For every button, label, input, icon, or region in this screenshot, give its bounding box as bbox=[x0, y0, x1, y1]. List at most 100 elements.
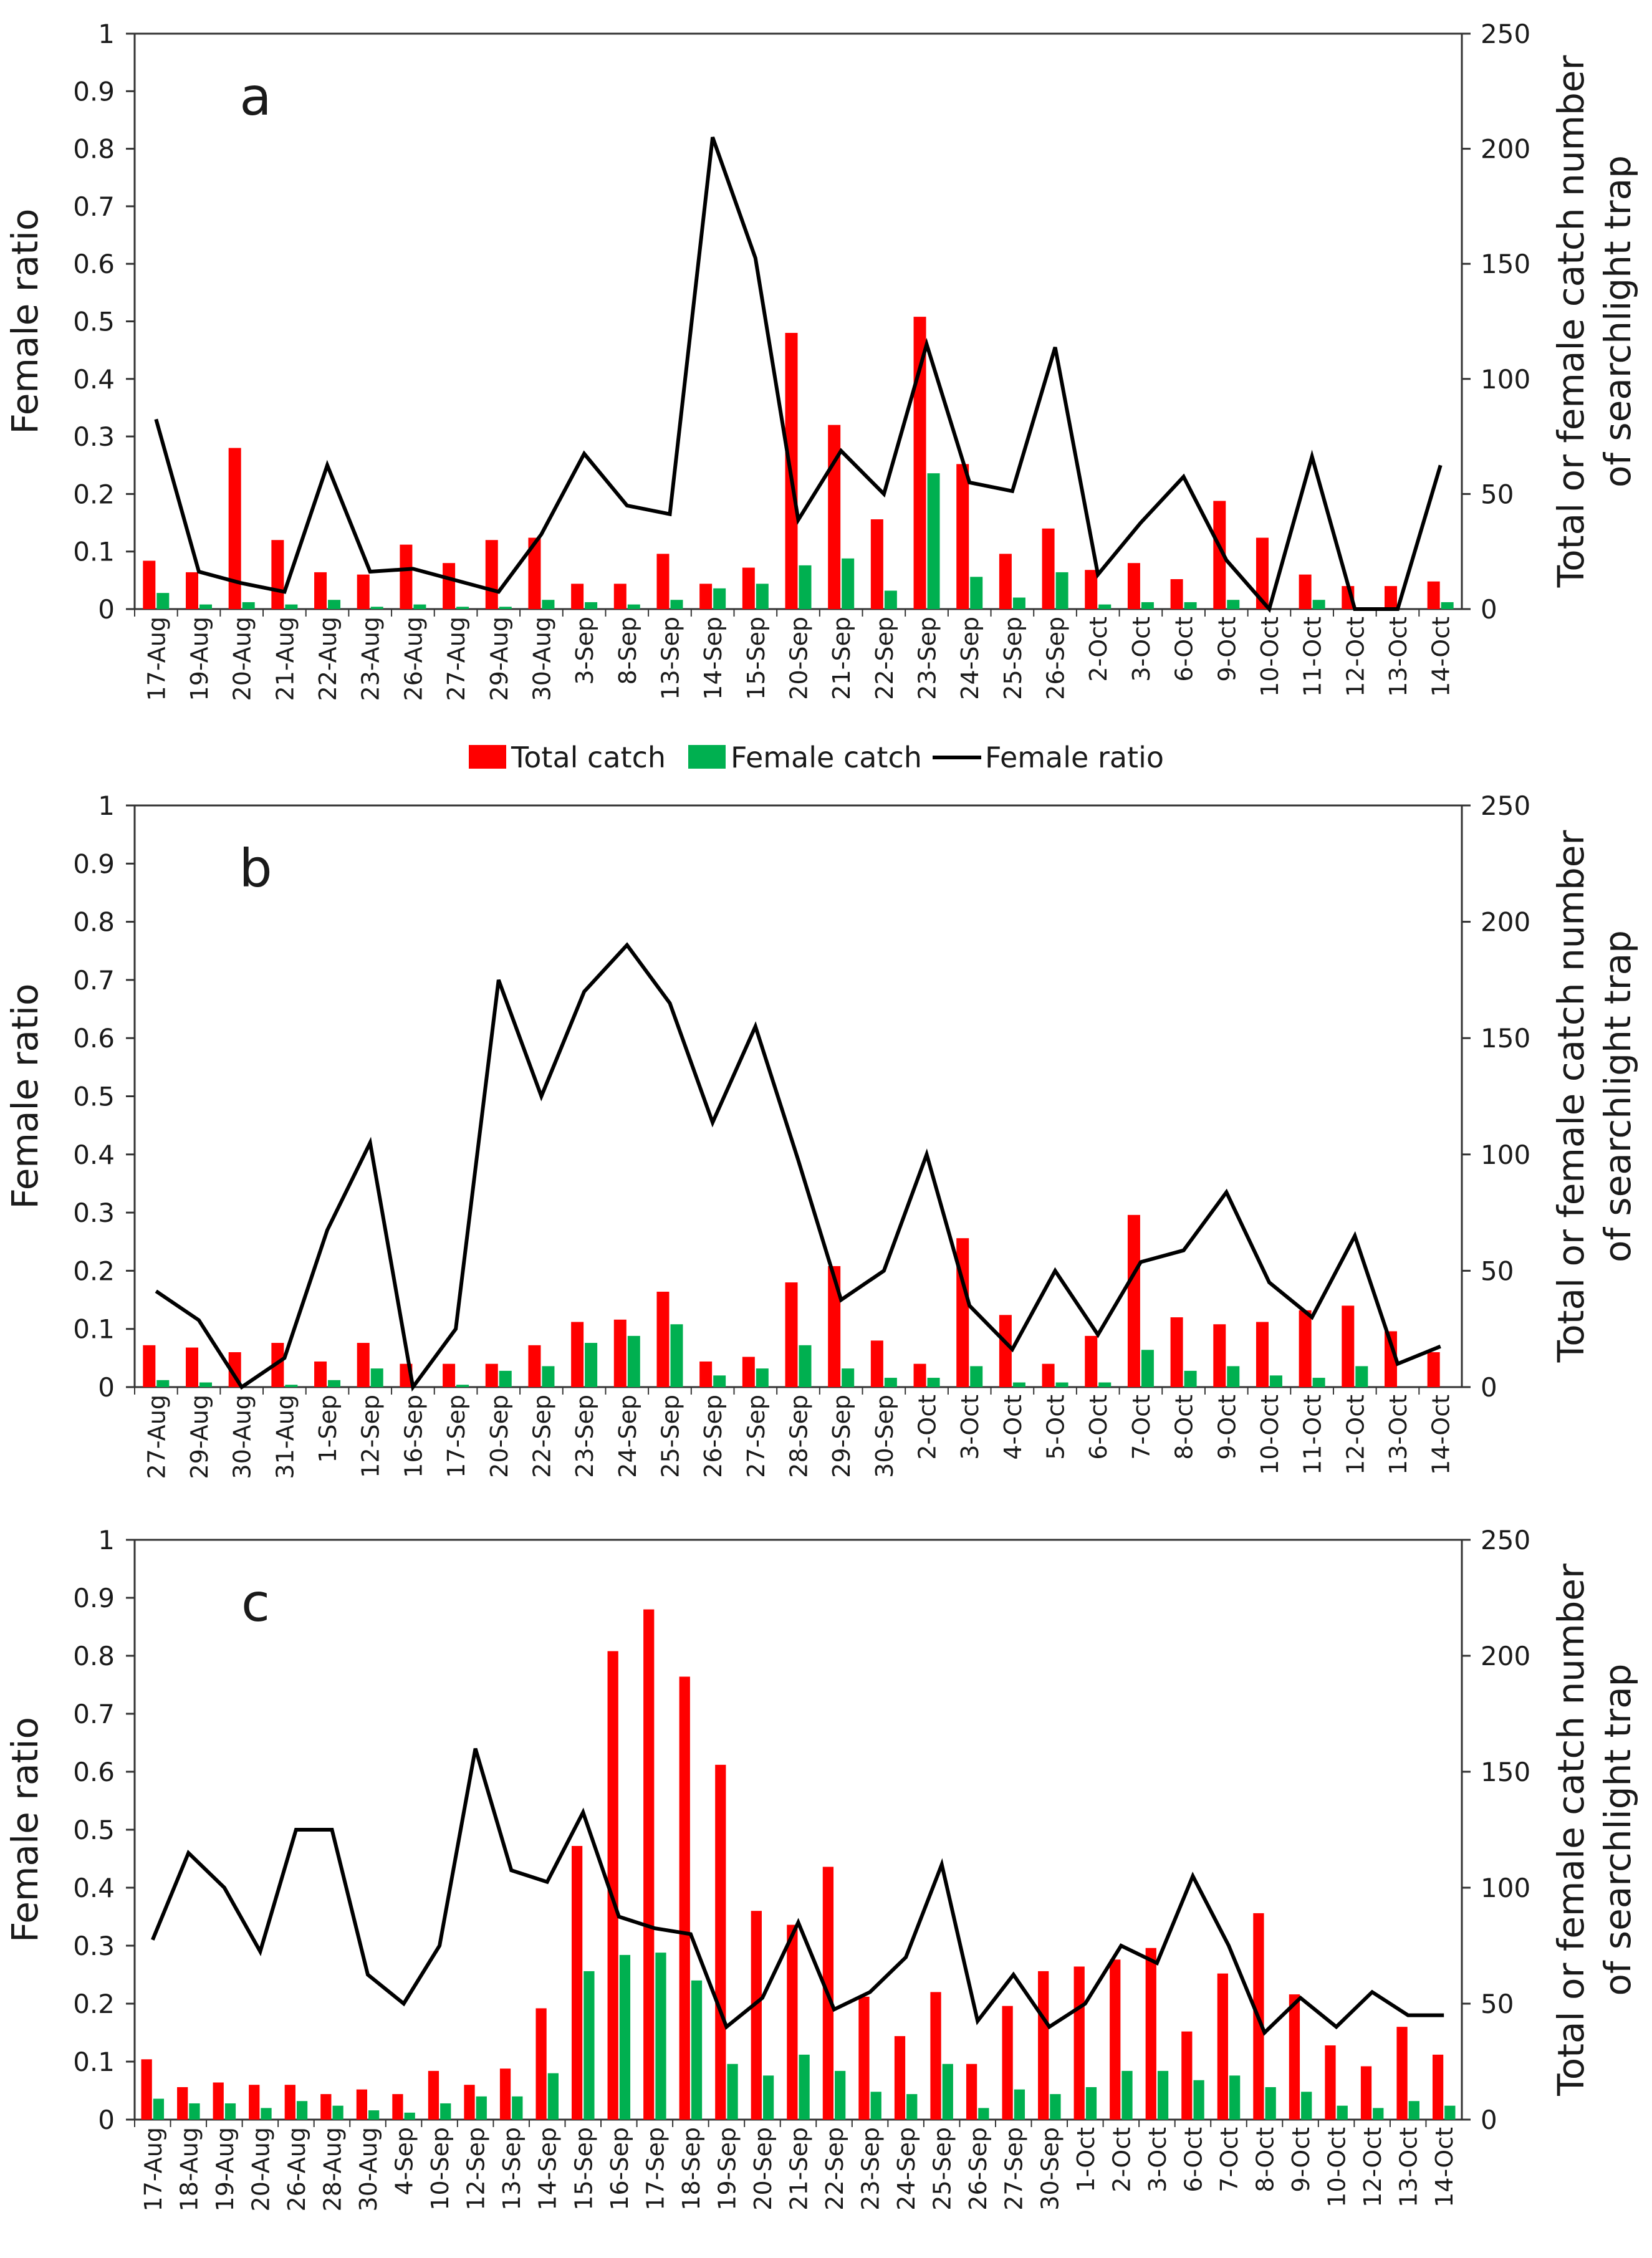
total-catch-bar bbox=[1427, 1352, 1440, 1387]
total-catch-bar bbox=[679, 1676, 690, 2120]
left-tick-label: 0.5 bbox=[73, 1815, 115, 1845]
female-catch-bar bbox=[1193, 2080, 1204, 2120]
female-catch-bar bbox=[585, 602, 598, 609]
category-label: 12-Oct bbox=[1342, 617, 1369, 697]
legend-total-swatch bbox=[469, 745, 506, 769]
female-catch-bar bbox=[1355, 1366, 1368, 1387]
right-tick-label: 0 bbox=[1481, 2105, 1497, 2135]
total-catch-bar bbox=[1427, 581, 1440, 609]
category-label: 14-Sep bbox=[534, 2127, 562, 2211]
category-label: 27-Sep bbox=[1001, 2127, 1028, 2211]
female-catch-bar bbox=[1014, 2089, 1025, 2120]
category-label: 9-Oct bbox=[1213, 617, 1241, 682]
legend-total-label: Total catch bbox=[511, 741, 666, 774]
left-tick-label: 0.2 bbox=[73, 1256, 115, 1286]
category-label: 24-Sep bbox=[956, 617, 984, 700]
female-catch-bar bbox=[884, 590, 897, 609]
female-catch-bar bbox=[1184, 602, 1197, 609]
right-axis-label-line: Total or female catch number bbox=[1550, 55, 1592, 589]
left-tick-label: 0.5 bbox=[73, 1082, 115, 1112]
female-catch-bar bbox=[328, 1380, 341, 1387]
female-catch-bar bbox=[456, 1385, 469, 1387]
female-catch-bar bbox=[1229, 2075, 1241, 2120]
female-catch-bar bbox=[1141, 1350, 1154, 1387]
total-catch-bar bbox=[1325, 2045, 1336, 2120]
female-catch-bar bbox=[1157, 2070, 1169, 2120]
left-tick-label: 0.4 bbox=[73, 1873, 115, 1903]
female-catch-bar bbox=[1085, 2087, 1097, 2120]
left-tick-label: 0.4 bbox=[73, 364, 115, 395]
left-tick-label: 1 bbox=[98, 790, 115, 821]
left-tick-label: 0.4 bbox=[73, 1140, 115, 1170]
left-tick-label: 0.3 bbox=[73, 1198, 115, 1228]
female-catch-bar bbox=[1184, 1370, 1197, 1387]
left-axis-label: Female ratio bbox=[4, 984, 46, 1209]
female-catch-bar bbox=[153, 2098, 165, 2120]
category-label: 23-Sep bbox=[914, 617, 941, 700]
category-label: 21-Sep bbox=[828, 617, 855, 700]
total-catch-bar bbox=[271, 1343, 284, 1387]
category-label: 3-Oct bbox=[956, 1395, 984, 1460]
category-label: 12-Sep bbox=[357, 1395, 385, 1478]
category-label: 16-Sep bbox=[606, 2127, 633, 2211]
category-label: 25-Sep bbox=[929, 2127, 956, 2211]
total-catch-bar bbox=[715, 1764, 726, 2120]
female-catch-bar bbox=[713, 1375, 726, 1387]
legend-ratio-label: Female ratio bbox=[985, 741, 1164, 774]
category-label: 21-Sep bbox=[785, 2127, 813, 2211]
chart-panel-c: 0 0.1 0.2 0.3 0.4 0.5 0.6 0.7 0.8 0.9 1 0 50 100 150 20… bbox=[4, 1525, 1639, 2211]
category-label: 3-Sep bbox=[571, 617, 598, 685]
category-label: 17-Sep bbox=[443, 1395, 470, 1478]
category-label: 6-Oct bbox=[1171, 617, 1198, 682]
total-catch-bar bbox=[320, 2094, 332, 2120]
total-catch-bar bbox=[571, 1846, 583, 2120]
female-catch-bar bbox=[927, 473, 940, 609]
category-label: 11-Oct bbox=[1299, 1395, 1327, 1475]
total-catch-bar bbox=[314, 1361, 327, 1387]
category-label: 26-Aug bbox=[283, 2127, 310, 2211]
female-ratio-line bbox=[154, 137, 1443, 613]
category-label: 2-Oct bbox=[1085, 617, 1112, 682]
female-catch-bar bbox=[1050, 2094, 1061, 2120]
category-label: 23-Aug bbox=[357, 617, 385, 701]
female-catch-bar bbox=[670, 1324, 683, 1387]
female-catch-bar bbox=[1227, 600, 1240, 609]
female-catch-bar bbox=[512, 2096, 523, 2120]
left-tick-label: 0.9 bbox=[73, 848, 115, 879]
total-catch-bar bbox=[1127, 1214, 1140, 1387]
right-axis-label-line: of searchlight trap bbox=[1597, 155, 1639, 488]
right-tick-label: 50 bbox=[1481, 1989, 1514, 2019]
total-catch-bar bbox=[213, 2082, 224, 2120]
total-catch-bar bbox=[228, 448, 241, 609]
category-label: 13-Sep bbox=[656, 617, 684, 700]
category-label: 22-Sep bbox=[528, 1395, 555, 1478]
female-catch-bar bbox=[1441, 602, 1454, 609]
category-label: 9-Oct bbox=[1213, 1395, 1241, 1460]
female-catch-bar bbox=[884, 1378, 897, 1387]
female-catch-bar bbox=[842, 1368, 855, 1387]
female-catch-bar bbox=[627, 1335, 640, 1387]
female-catch-bar bbox=[156, 1380, 170, 1387]
left-tick-label: 0.1 bbox=[73, 1314, 115, 1345]
left-tick-label: 0.1 bbox=[73, 537, 115, 567]
category-label: 4-Sep bbox=[391, 2127, 418, 2196]
female-catch-bar bbox=[542, 600, 555, 609]
female-catch-bar bbox=[199, 604, 213, 609]
right-tick-label: 150 bbox=[1481, 249, 1530, 279]
category-label: 21-Aug bbox=[271, 617, 299, 701]
total-catch-bar bbox=[956, 464, 969, 609]
right-tick-label: 50 bbox=[1481, 479, 1514, 509]
female-ratio-line bbox=[151, 1747, 1444, 2036]
category-label: 26-Sep bbox=[1042, 617, 1070, 700]
total-catch-bar bbox=[1360, 2066, 1372, 2120]
female-catch-bar bbox=[547, 2073, 559, 2120]
left-tick-label: 0.2 bbox=[73, 1989, 115, 2019]
female-ratio-line bbox=[155, 942, 1441, 1392]
right-tick-label: 250 bbox=[1481, 19, 1530, 49]
left-axis-label: Female ratio bbox=[4, 209, 46, 435]
total-catch-bar bbox=[966, 2063, 977, 2120]
right-tick-label: 0 bbox=[1481, 1372, 1497, 1403]
left-axis-label: Female ratio bbox=[4, 1717, 46, 1943]
left-tick-label: 0.3 bbox=[73, 1931, 115, 1961]
female-catch-bar bbox=[978, 2108, 989, 2120]
